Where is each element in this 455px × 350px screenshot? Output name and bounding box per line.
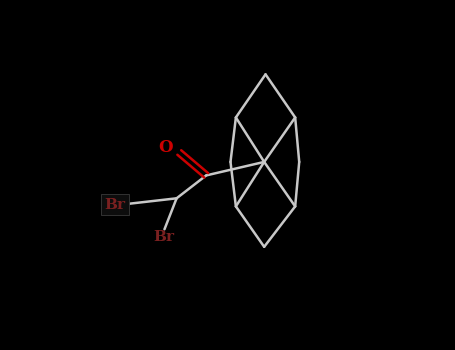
Text: Br: Br bbox=[105, 197, 126, 211]
Text: O: O bbox=[158, 139, 172, 156]
Text: Br: Br bbox=[153, 230, 174, 244]
